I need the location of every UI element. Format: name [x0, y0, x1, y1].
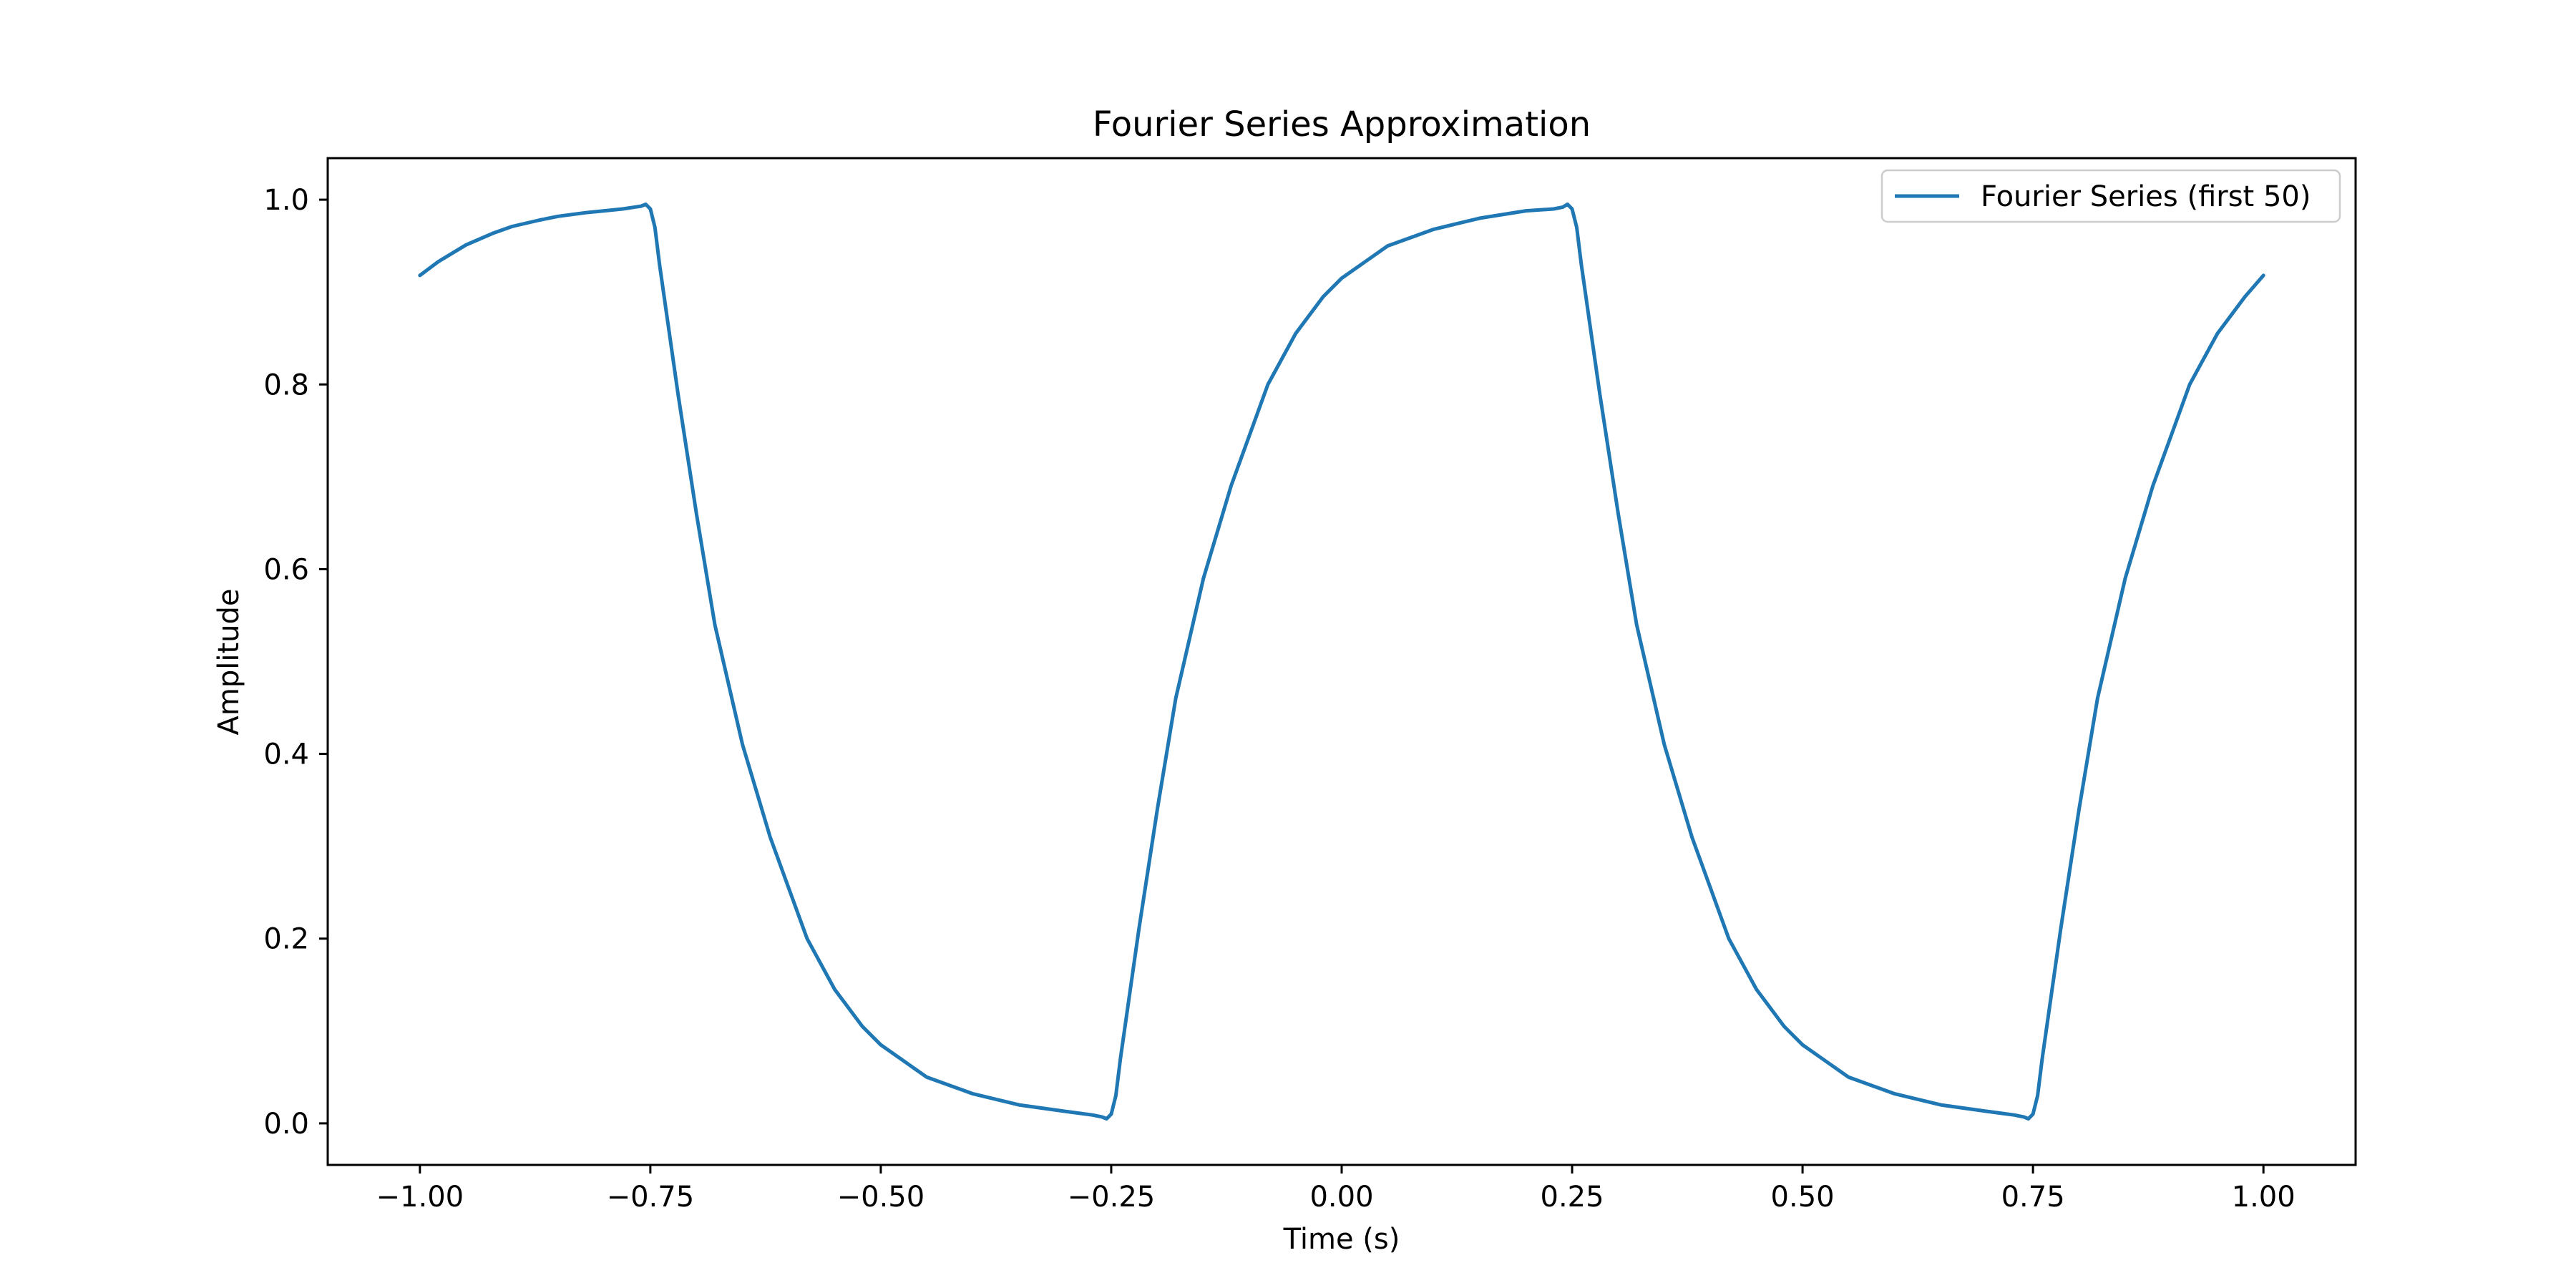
legend-entry-label: Fourier Series (first 50) — [1981, 180, 2311, 213]
x-tick-label: −0.50 — [837, 1181, 925, 1214]
x-tick-label: −0.75 — [607, 1181, 695, 1214]
x-tick-label: −1.00 — [376, 1181, 464, 1214]
y-axis: 0.0 0.2 0.4 0.6 0.8 1.0 — [263, 184, 328, 1141]
x-tick-label: 0.25 — [1541, 1181, 1604, 1214]
series-layer — [418, 203, 2265, 1121]
legend: Fourier Series (first 50) — [1880, 169, 2341, 223]
y-tick-label: 0.2 — [263, 923, 309, 956]
x-tick-label: −0.25 — [1068, 1181, 1156, 1214]
series-line-0 — [418, 203, 2265, 1121]
x-tick-label: 0.00 — [1309, 1181, 1373, 1214]
y-tick-label: 0.4 — [263, 738, 309, 771]
x-tick-label: 0.50 — [1771, 1181, 1835, 1214]
legend-box — [1880, 169, 2341, 223]
y-tick-label: 1.0 — [263, 184, 309, 217]
plot-area — [328, 158, 2356, 1165]
x-tick-label: 0.75 — [2001, 1181, 2065, 1214]
y-axis-label: Amplitude — [213, 589, 245, 736]
x-axis-label: Time (s) — [1283, 1223, 1400, 1256]
y-tick-label: 0.6 — [263, 553, 309, 586]
x-axis: −1.00 −0.75 −0.50 −0.25 0.00 0.25 0.50 0.75 1.00 — [376, 1165, 2296, 1214]
x-tick-label: 1.00 — [2232, 1181, 2296, 1214]
y-tick-label: 0.0 — [263, 1108, 309, 1141]
y-tick-label: 0.8 — [263, 369, 309, 401]
chart-title: Fourier Series Approximation — [1093, 104, 1591, 145]
